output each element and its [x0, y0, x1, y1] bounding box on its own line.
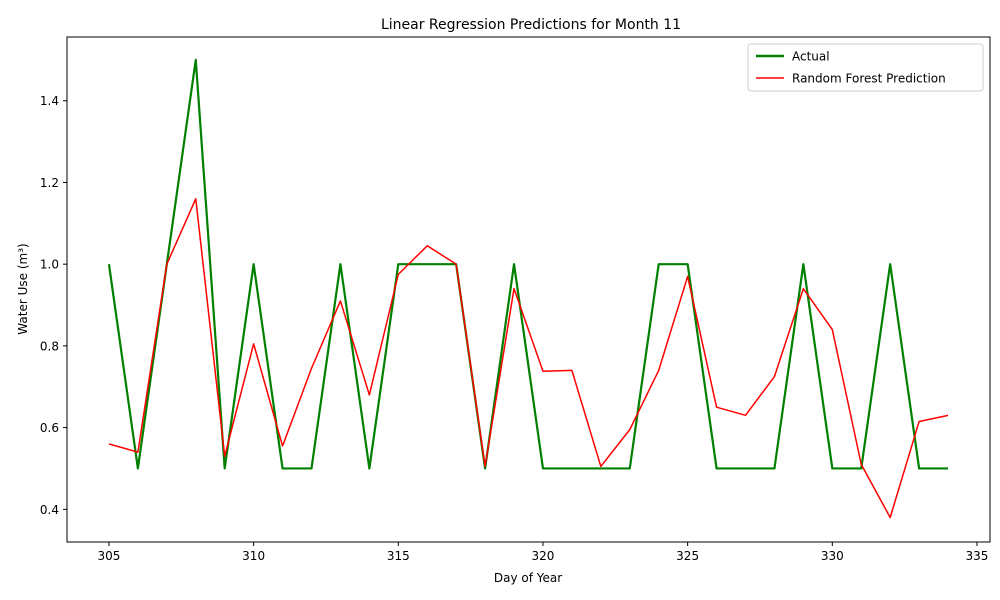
- plot-frame: [66, 36, 991, 543]
- x-tick-label: 330: [821, 549, 844, 563]
- legend-box: [747, 43, 984, 92]
- y-tick-label: 0.4: [40, 503, 59, 517]
- x-tick-label: 320: [532, 549, 555, 563]
- y-axis: 0.4 0.6 0.8 1.0 1.2 1.4: [40, 94, 67, 517]
- legend-label-random-forest-prediction: Random Forest Prediction: [792, 72, 946, 86]
- legend-label-actual: Actual: [792, 50, 830, 64]
- x-axis: 305 310 315 320 325 330 335: [98, 542, 989, 563]
- x-tick-label: 305: [98, 549, 121, 563]
- x-tick-label: 310: [242, 549, 265, 563]
- y-axis-title: Water Use (m³): [16, 243, 30, 334]
- x-tick-label: 335: [966, 549, 989, 563]
- chart-title: Linear Regression Predictions for Month …: [381, 17, 681, 33]
- x-axis-title: Day of Year: [494, 571, 562, 585]
- y-tick-label: 1.0: [40, 258, 59, 272]
- y-tick-label: 0.8: [40, 339, 59, 353]
- x-tick-label: 325: [676, 549, 699, 563]
- series-layer: [107, 58, 949, 519]
- series-line-actual: [107, 58, 949, 470]
- y-tick-label: 1.4: [40, 94, 59, 108]
- y-tick-label: 0.6: [40, 421, 59, 435]
- x-tick-label: 315: [387, 549, 410, 563]
- y-tick-label: 1.2: [40, 176, 59, 190]
- legend: Actual Random Forest Prediction: [747, 43, 984, 92]
- series-line-random-forest-prediction: [108, 198, 949, 519]
